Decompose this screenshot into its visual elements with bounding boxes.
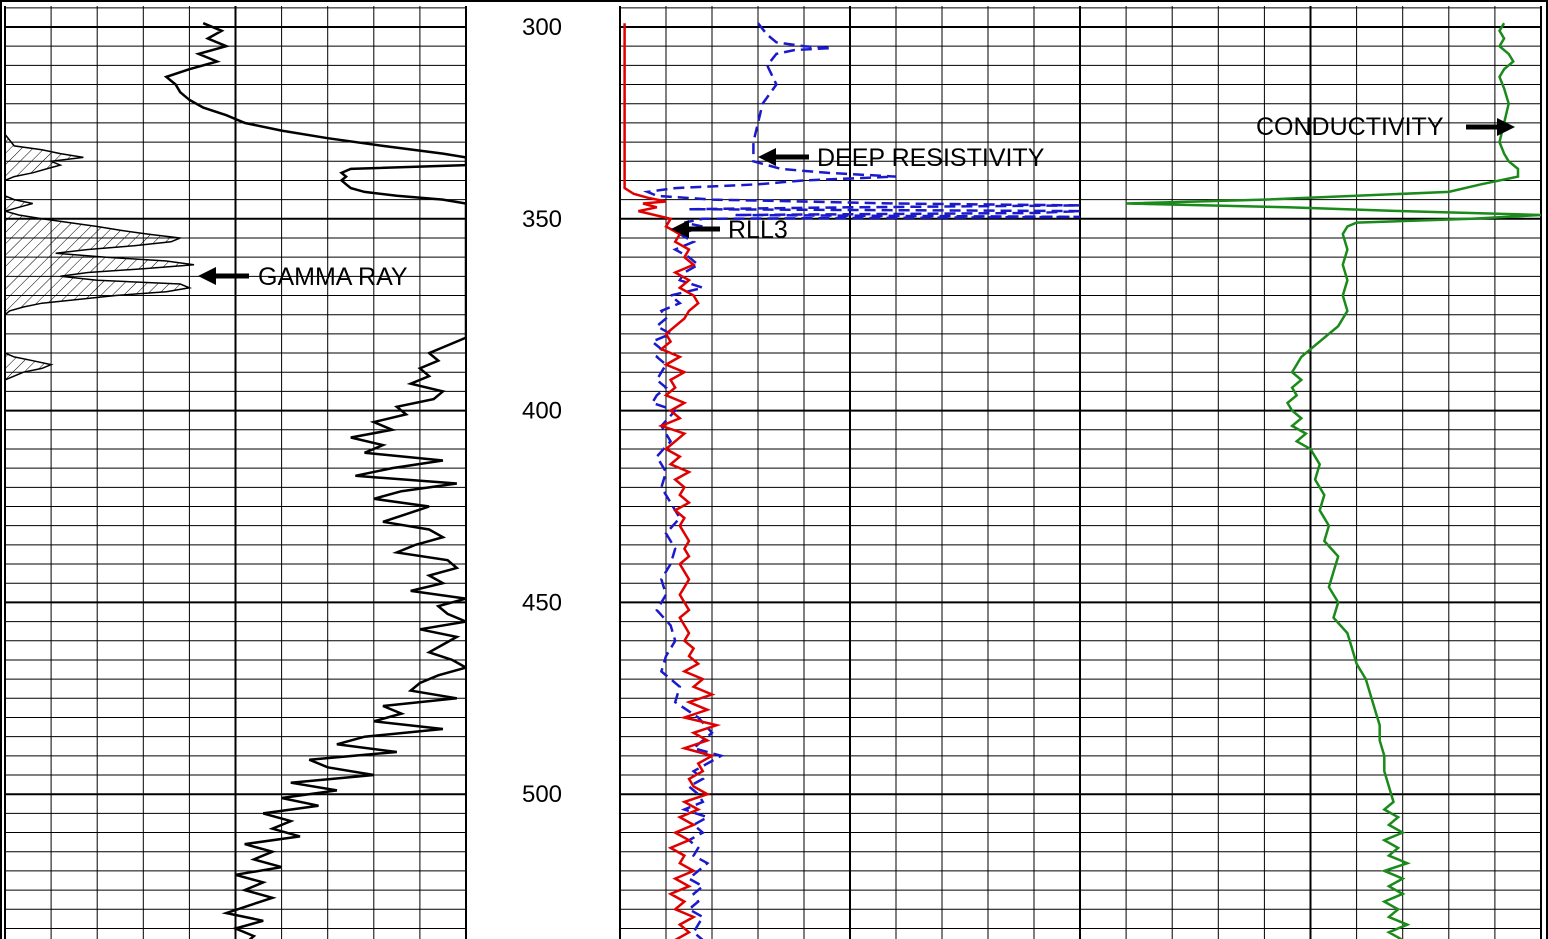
depth-tick-label: 350 [522, 206, 562, 233]
gamma-ray-curve [163, 22, 466, 939]
depth-axis: 300 350 400 450 500 [522, 14, 562, 808]
track-2 [623, 22, 1080, 939]
rll3-curve [623, 23, 722, 939]
deep-resistivity-curve [642, 22, 1080, 939]
depth-tick-label: 450 [522, 589, 562, 616]
conductivity-curve [1126, 22, 1541, 939]
track-3 [1126, 22, 1541, 939]
grid [4, 6, 1542, 939]
gamma-ray-label: GAMMA RAY [258, 263, 408, 291]
annotations: GAMMA RAY DEEP RESISTIVITY RLL3 CONDUCTI… [198, 113, 1515, 291]
deep-resistivity-annotation: DEEP RESISTIVITY [758, 144, 1045, 172]
arrow-right-icon [1497, 118, 1515, 136]
arrow-left-icon [758, 148, 776, 166]
arrow-left-icon [671, 220, 689, 238]
depth-tick-label: 300 [522, 14, 562, 41]
depth-tick-label: 400 [522, 398, 562, 425]
gamma-ray-annotation: GAMMA RAY [198, 263, 408, 291]
conductivity-label: CONDUCTIVITY [1256, 113, 1444, 141]
rll3-annotation: RLL3 [671, 216, 788, 244]
depth-tick-label: 500 [522, 781, 562, 808]
conductivity-annotation: CONDUCTIVITY [1256, 113, 1515, 141]
rll3-label: RLL3 [728, 216, 788, 244]
track-1 [5, 22, 466, 939]
gamma-ray-hatched-fill [5, 23, 195, 939]
arrow-left-icon [198, 267, 216, 285]
deep-resistivity-label: DEEP RESISTIVITY [817, 144, 1045, 172]
